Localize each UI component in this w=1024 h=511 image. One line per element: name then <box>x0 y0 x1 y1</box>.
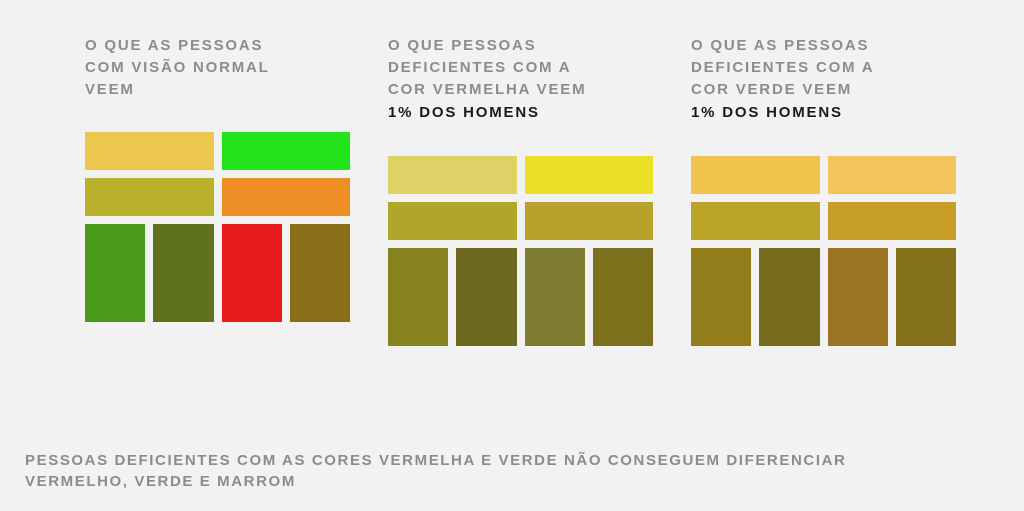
panel-title: O QUE AS PESSOAS COM VISÃO NORMAL VEEM <box>85 35 350 100</box>
swatch-row <box>388 202 653 240</box>
swatch-row <box>691 248 956 346</box>
color-swatch <box>525 248 585 346</box>
panels-container: O QUE AS PESSOAS COM VISÃO NORMAL VEEM O … <box>25 35 999 346</box>
swatch-grid <box>85 132 350 322</box>
color-swatch <box>896 248 956 346</box>
color-swatch <box>222 178 351 216</box>
color-swatch <box>525 202 654 240</box>
color-vision-panel: O QUE AS PESSOAS DEFICIENTES COM A COR V… <box>691 35 956 346</box>
color-swatch <box>222 224 282 322</box>
color-swatch <box>691 248 751 346</box>
panel-title: O QUE AS PESSOAS DEFICIENTES COM A COR V… <box>691 35 956 100</box>
color-swatch <box>85 224 145 322</box>
color-swatch <box>153 224 213 322</box>
color-swatch <box>593 248 653 346</box>
swatch-row <box>691 156 956 194</box>
footer-caption: PESSOAS DEFICIENTES COM AS CORES VERMELH… <box>25 450 999 494</box>
swatch-grid <box>388 156 653 346</box>
swatch-grid <box>691 156 956 346</box>
color-swatch <box>828 202 957 240</box>
panel-subtitle: 1% DOS HOMENS <box>388 102 653 124</box>
color-vision-panel: O QUE AS PESSOAS COM VISÃO NORMAL VEEM <box>85 35 350 346</box>
color-swatch <box>828 156 957 194</box>
color-swatch <box>691 202 820 240</box>
color-swatch <box>388 156 517 194</box>
swatch-row <box>85 132 350 170</box>
swatch-row <box>388 156 653 194</box>
color-swatch <box>290 224 350 322</box>
color-vision-panel: O QUE PESSOAS DEFICIENTES COM A COR VERM… <box>388 35 653 346</box>
color-swatch <box>691 156 820 194</box>
color-swatch <box>388 202 517 240</box>
color-swatch <box>456 248 516 346</box>
color-swatch <box>222 132 351 170</box>
color-swatch <box>525 156 654 194</box>
swatch-row <box>388 248 653 346</box>
swatch-row <box>85 224 350 322</box>
color-swatch <box>85 178 214 216</box>
panel-subtitle: 1% DOS HOMENS <box>691 102 956 124</box>
swatch-row <box>691 202 956 240</box>
color-swatch <box>759 248 819 346</box>
color-swatch <box>828 248 888 346</box>
color-swatch <box>388 248 448 346</box>
swatch-row <box>85 178 350 216</box>
color-swatch <box>85 132 214 170</box>
panel-title: O QUE PESSOAS DEFICIENTES COM A COR VERM… <box>388 35 653 100</box>
